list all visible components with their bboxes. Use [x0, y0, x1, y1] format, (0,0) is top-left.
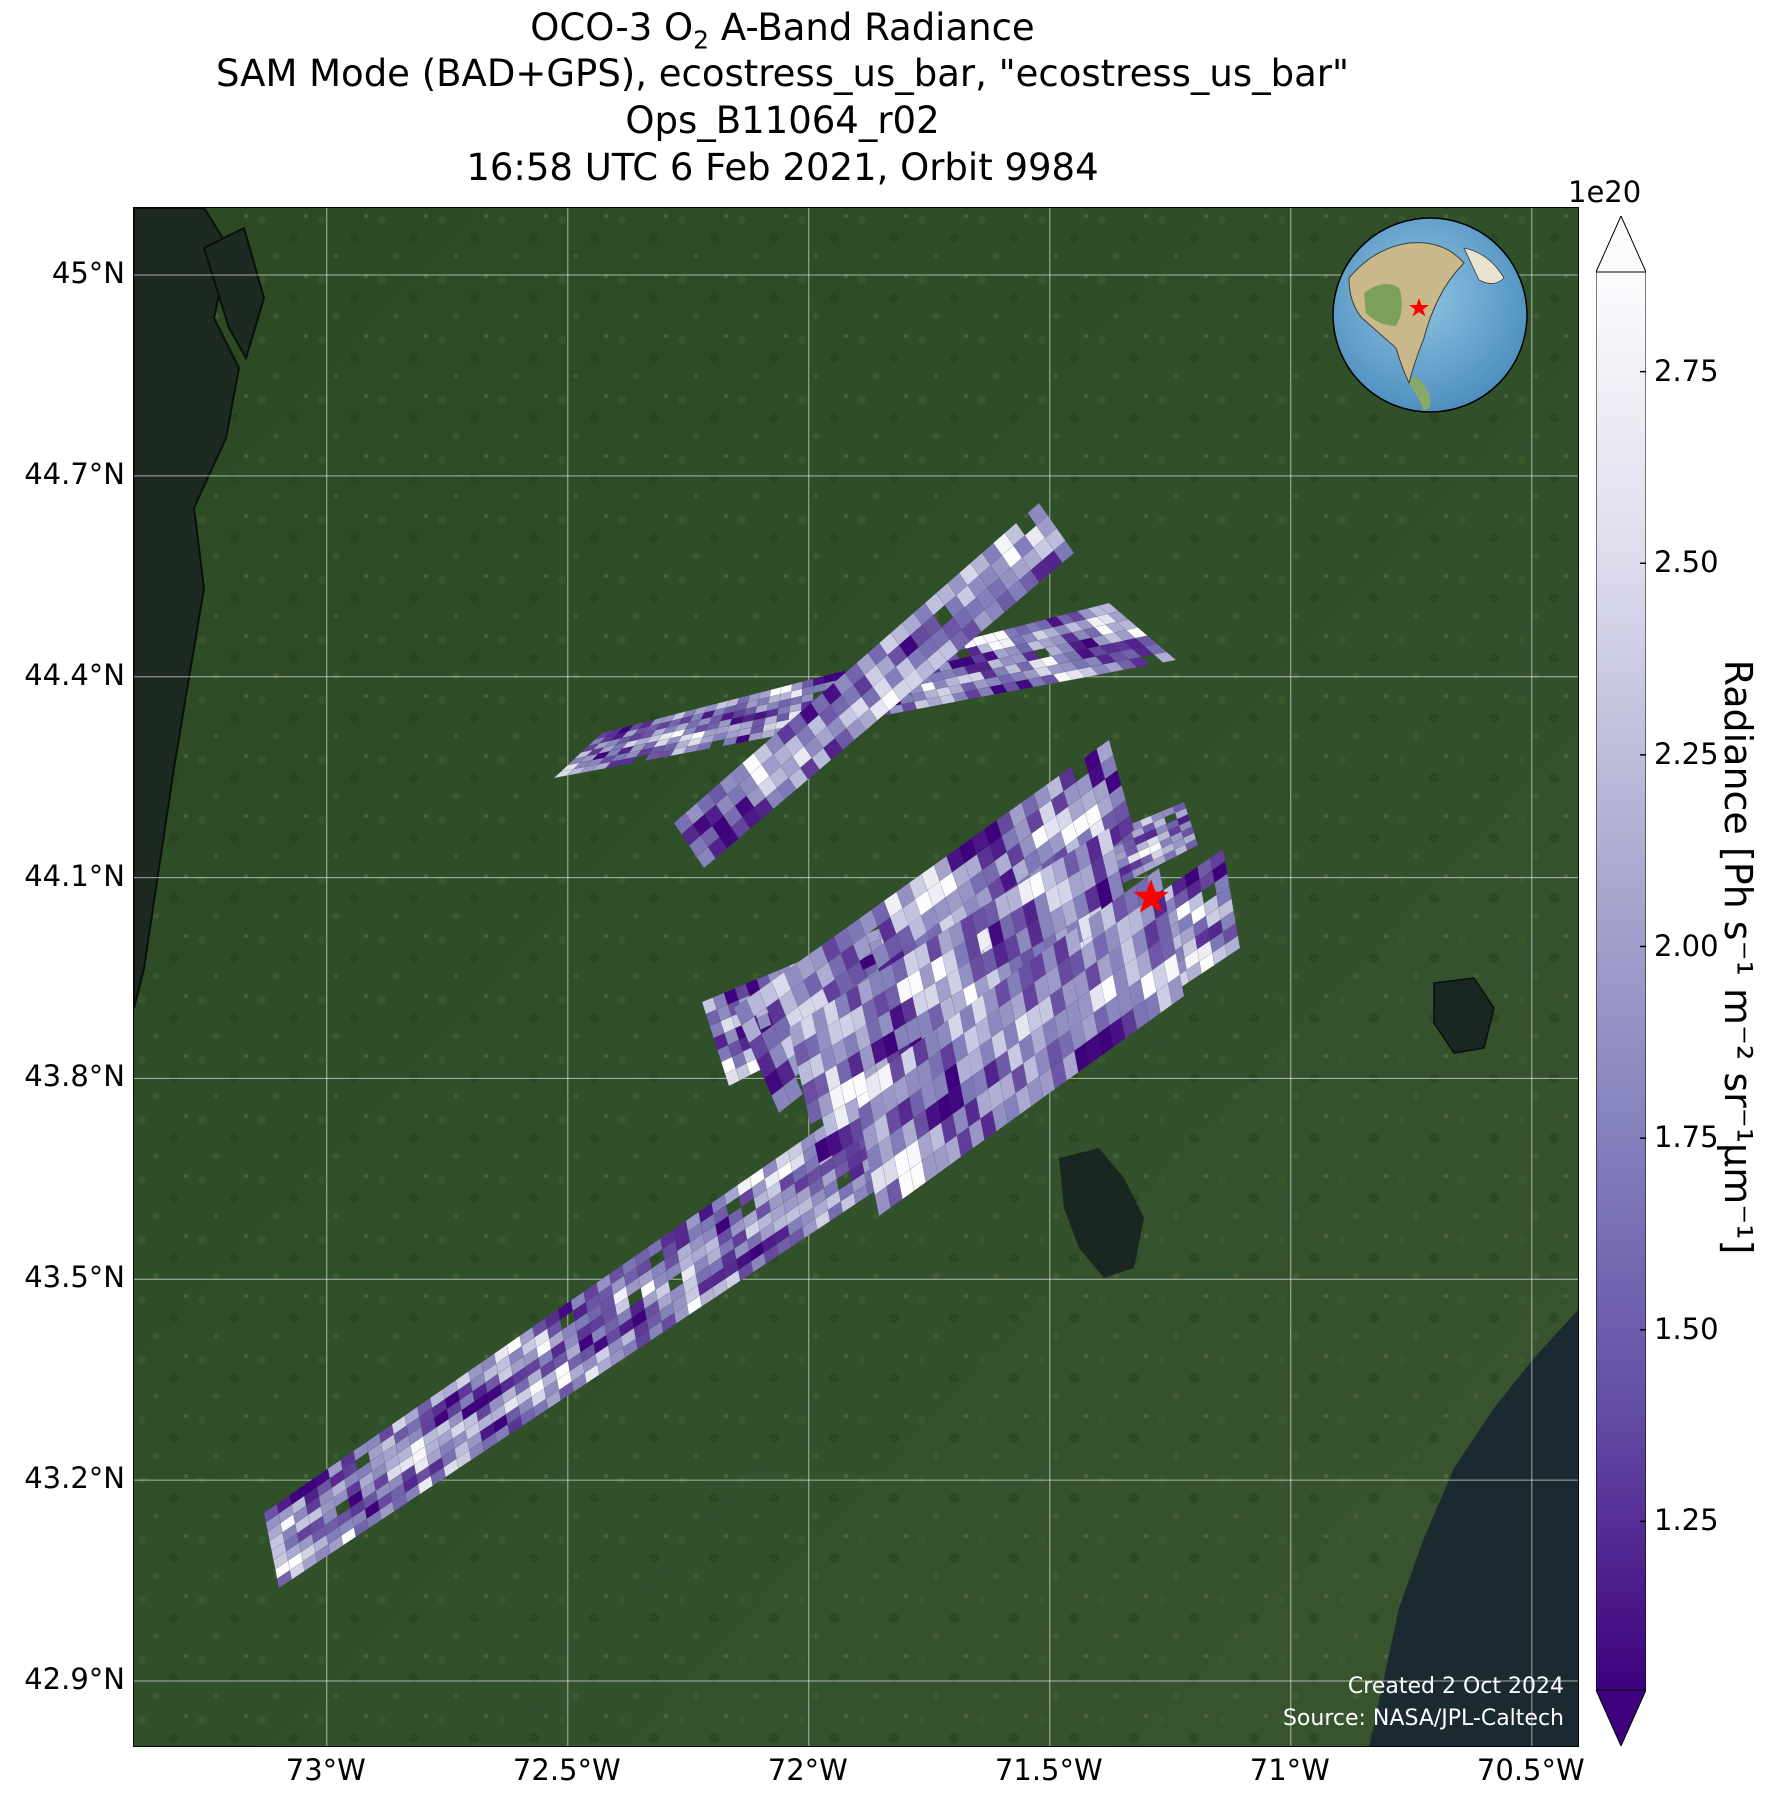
latitude-tick-label: 42.9°N: [24, 1662, 125, 1697]
colorbar-tick-label: 2.25: [1654, 736, 1719, 771]
title-line-3: Ops_B11064_r02: [625, 99, 940, 142]
longitude-tick-label: 71°W: [1249, 1753, 1330, 1787]
colorbar-tick-label: 1.50: [1654, 1311, 1719, 1346]
title-line-1: OCO-3 O2 A-Band Radiance: [0, 6, 1565, 62]
title-line-2: SAM Mode (BAD+GPS), ecostress_us_bar, "e…: [215, 52, 1350, 95]
lake-sebago: [1433, 977, 1495, 1054]
longitude-tick-label: 72.5°W: [512, 1753, 621, 1787]
radiance-footprint: [1097, 827, 1115, 857]
title-text-post: A-Band Radiance: [709, 6, 1035, 49]
map-canvas: [134, 208, 1578, 1746]
latitude-tick-label: 44.1°N: [24, 858, 125, 893]
globe-marker-star-icon: [1409, 298, 1429, 317]
title-line-4: 16:58 UTC 6 Feb 2021, Orbit 9984: [466, 146, 1099, 189]
swath-4: [673, 502, 1075, 869]
colorbar-tick-label: 2.00: [1654, 928, 1719, 963]
radiance-footprint: [1096, 739, 1114, 765]
swath-7: [857, 867, 1185, 1217]
title-text-pre: OCO-3 O: [530, 6, 694, 49]
source-credit: Source: NASA/JPL-Caltech: [1282, 1706, 1564, 1731]
longitude-tick-label: 72°W: [767, 1753, 848, 1787]
longitude-tick-label: 71.5°W: [994, 1753, 1103, 1787]
radiance-footprint: [1209, 848, 1226, 871]
latitude-tick-label: 43.5°N: [24, 1260, 125, 1295]
inset-globe-icon: [1332, 217, 1528, 413]
map-panel: Created 2 Oct 2024 Source: NASA/JPL-Calt…: [133, 207, 1579, 1747]
radiance-footprint: [1064, 926, 1082, 958]
colorbar-offset-label: 1e20: [1568, 175, 1642, 209]
lake-champlain-islands: [202, 226, 266, 361]
latitude-tick-label: 45°N: [51, 255, 125, 290]
radiance-footprint: [1027, 502, 1049, 526]
colorbar-tick-label: 1.75: [1654, 1120, 1719, 1155]
latitude-tick-label: 43.8°N: [24, 1059, 125, 1094]
colorbar-tick-label: 2.50: [1654, 545, 1719, 580]
radiance-footprint: [1172, 801, 1187, 814]
longitude-tick-label: 70.5°W: [1476, 1753, 1585, 1787]
lake-winnipesaukee: [1059, 1148, 1144, 1278]
ocean-gulf-of-maine: [1369, 1310, 1578, 1746]
radiance-swaths: [263, 502, 1241, 1589]
title-subscript: 2: [693, 25, 710, 55]
longitude-tick-label: 73°W: [285, 1753, 366, 1787]
created-credit: Created 2 Oct 2024: [1347, 1674, 1564, 1699]
latitude-tick-label: 44.4°N: [24, 657, 125, 692]
target-star-icon: [1133, 879, 1169, 913]
colorbar-label: Radiance [Ph s⁻¹ m⁻² sr⁻¹μm⁻¹]: [1716, 659, 1760, 1255]
colorbar-tick-label: 2.75: [1654, 353, 1719, 388]
radiance-footprint: [1058, 766, 1077, 792]
swath-1: [263, 848, 1241, 1589]
colorbar-tick-label: 1.25: [1654, 1503, 1719, 1538]
radiance-footprint: [1004, 522, 1026, 546]
radiance-footprint: [1097, 602, 1120, 615]
latitude-tick-label: 43.2°N: [24, 1461, 125, 1496]
colorbar: [1596, 216, 1646, 1746]
latitude-tick-label: 44.7°N: [24, 456, 125, 491]
